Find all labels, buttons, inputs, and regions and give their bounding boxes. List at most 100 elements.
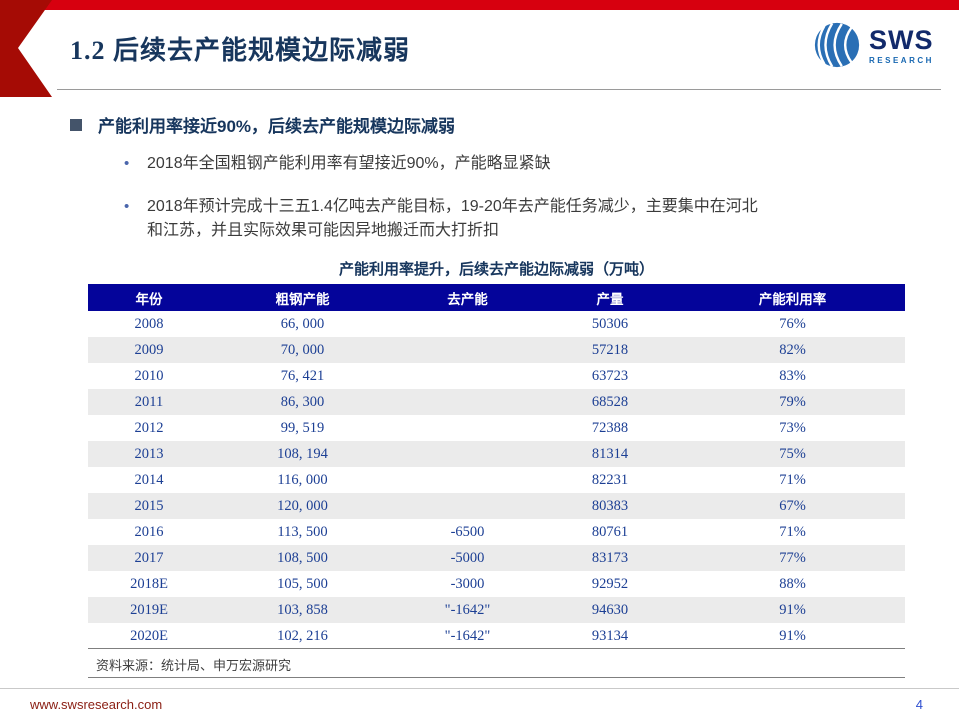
table-row: 2017 108, 500 -5000 83173 77% [88,545,905,571]
table-cell: 71% [779,523,806,540]
table-cell: 103, 858 [277,601,328,618]
table-cell: -5000 [450,549,485,566]
sws-globe-icon [814,22,860,68]
table-cell: 93134 [591,627,629,644]
table-cell: 77% [779,549,806,566]
table-cell: 76% [779,315,806,332]
table-cell: 70, 000 [280,341,325,358]
table-cell: 73% [779,419,806,436]
table-cell: 2009 [134,341,164,358]
table-cell: 79% [779,393,806,410]
table-cell: 2015 [134,497,164,514]
section-heading-row: 产能利用率接近90%，后续去产能规模边际减弱 [70,112,455,137]
table-row: 2020E 102, 216 "-1642" 93134 91% [88,623,905,649]
logo-brand: SWS [869,24,934,55]
table-cell: 2016 [134,523,164,540]
table-cell [395,363,540,389]
table-cell: 91% [779,601,806,618]
table-row: 2018E 105, 500 -3000 92952 88% [88,571,905,597]
slide-title: 1.2 后续去产能规模边际减弱 [70,36,411,65]
table-cell [395,389,540,415]
table-cell: "-1642" [444,601,491,618]
table-cell: 102, 216 [277,627,328,644]
table-cell [395,311,540,337]
header-divider [57,89,941,90]
table-row: 2019E 103, 858 "-1642" 94630 91% [88,597,905,623]
table-cell: "-1642" [444,627,491,644]
table-cell: 2011 [134,393,164,410]
table-cell: 2018E [130,575,168,592]
table-cell: 2013 [134,445,164,462]
table-row: 2013 108, 194 81314 75% [88,441,905,467]
left-ribbon-decoration [0,0,52,97]
table-cell: 83173 [591,549,629,566]
table-cell: 108, 194 [277,445,328,462]
table-cell: 80383 [591,497,629,514]
table-cell: 82% [779,341,806,358]
table-cell: 67% [779,497,806,514]
table-row: 2014 116, 000 82231 71% [88,467,905,493]
column-header: 年份 [88,284,210,311]
website-link: www.swsresearch.com [30,697,163,712]
bullet-item: 2018年全国粗钢产能利用率有望接近90%，产能略显紧缺 [120,152,760,176]
table-cell: 88% [779,575,806,592]
table-cell: 2010 [134,367,164,384]
table-row: 2008 66, 000 50306 76% [88,311,905,337]
table-cell: 2014 [134,471,164,488]
table-cell: 86, 300 [280,393,325,410]
table-cell: 82231 [591,471,629,488]
table-row: 2015 120, 000 80383 67% [88,493,905,519]
table-cell: 2017 [134,549,164,566]
table-cell: 91% [779,627,806,644]
logo-sub-brand: RESEARCH [869,55,934,65]
bullet-list: 2018年全国粗钢产能利用率有望接近90%，产能略显紧缺 2018年预计完成十三… [120,152,760,262]
table-cell: 76, 421 [280,367,325,384]
table-cell: 2012 [134,419,164,436]
table-cell [395,493,540,519]
table-row: 2011 86, 300 68528 79% [88,389,905,415]
table-row: 2012 99, 519 72388 73% [88,415,905,441]
column-header: 粗钢产能 [210,284,395,311]
table-cell: 113, 500 [277,523,328,540]
table-cell: 2020E [130,627,168,644]
page-number: 4 [915,697,923,712]
column-header: 去产能 [395,284,540,311]
table-cell: -6500 [450,523,485,540]
table-cell: 105, 500 [277,575,328,592]
table-cell: 94630 [591,601,629,618]
capacity-table: 年份 粗钢产能 去产能 产量 产能利用率 2008 66, 000 50306 76% 2009… [88,284,905,649]
table-cell: 57218 [591,341,629,358]
top-accent-bar [0,0,959,10]
table-header-row: 年份 粗钢产能 去产能 产量 产能利用率 [88,284,905,311]
table-cell: 99, 519 [280,419,325,436]
table-row: 2009 70, 000 57218 82% [88,337,905,363]
table-cell: 83% [779,367,806,384]
table-cell: 2019E [130,601,168,618]
table-cell: 68528 [591,393,629,410]
table-cell: -3000 [450,575,485,592]
table-cell [395,415,540,441]
sws-logo: SWS RESEARCH [812,20,934,70]
table-cell: 92952 [591,575,629,592]
table-row: 2010 76, 421 63723 83% [88,363,905,389]
table-cell: 120, 000 [277,497,328,514]
square-bullet-icon [70,118,82,131]
column-header: 产能利用率 [680,284,905,311]
sws-logo-text: SWS RESEARCH [869,26,934,65]
table-cell: 80761 [591,523,629,540]
table-cell: 2008 [134,315,164,332]
table-title: 产能利用率提升，后续去产能边际减弱（万吨） [338,261,654,278]
table-cell: 72388 [591,419,629,436]
table-cell: 116, 000 [277,471,328,488]
footer-divider [0,688,959,689]
table-cell: 66, 000 [280,315,325,332]
table-cell: 71% [779,471,806,488]
section-heading: 产能利用率接近90%，后续去产能规模边际减弱 [98,117,456,136]
column-header: 产量 [540,284,680,311]
table-cell: 108, 500 [277,549,328,566]
table-row: 2016 113, 500 -6500 80761 71% [88,519,905,545]
table-cell [395,467,540,493]
table-cell: 50306 [591,315,629,332]
table-cell [395,337,540,363]
table-cell [395,441,540,467]
